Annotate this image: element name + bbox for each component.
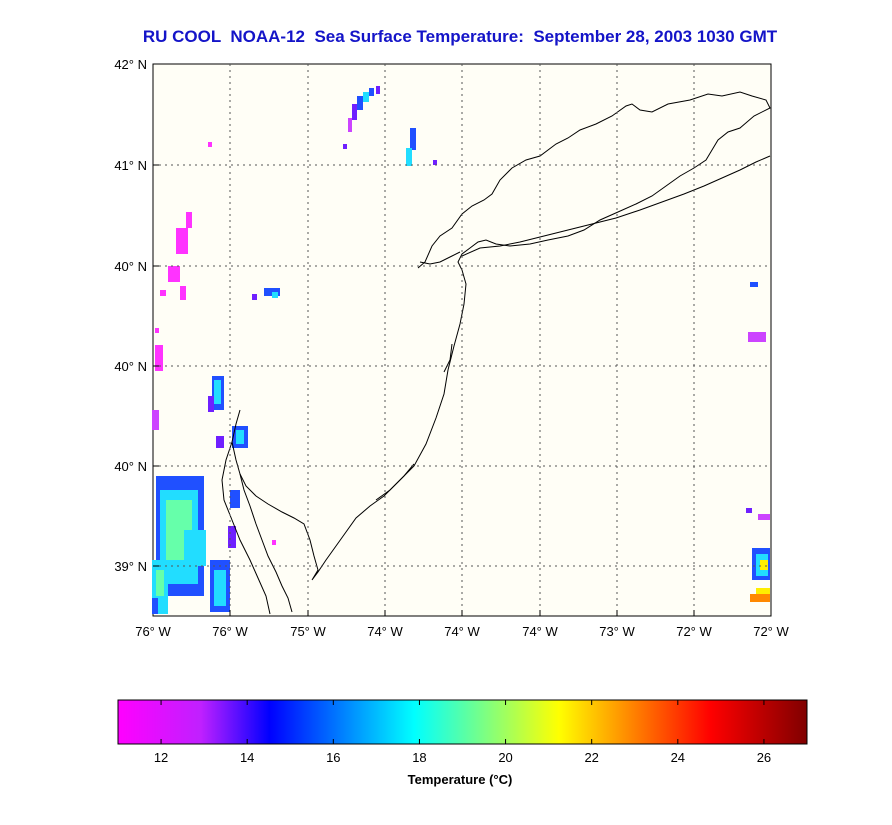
sst-patch bbox=[152, 410, 159, 430]
map-panel: 42° N 41° N 40° N 40° N 40° N 39° N 76° … bbox=[114, 57, 789, 639]
lon-label: 73° W bbox=[599, 624, 635, 639]
sst-patch bbox=[748, 332, 766, 342]
axis-ticks bbox=[153, 63, 695, 616]
lat-label: 40° N bbox=[114, 459, 147, 474]
sst-patch bbox=[406, 148, 412, 166]
sst-patch bbox=[152, 598, 158, 614]
colorbar-label: Temperature (°C) bbox=[408, 772, 513, 787]
sst-patch bbox=[750, 594, 770, 602]
coastline-interior bbox=[375, 251, 461, 501]
sst-patch bbox=[369, 88, 374, 96]
coastline-new-jersey bbox=[231, 91, 771, 581]
sst-patch bbox=[208, 396, 214, 412]
colorbar-gradient bbox=[117, 699, 808, 745]
sst-patch bbox=[343, 144, 347, 149]
colorbar-tick-label: 24 bbox=[671, 750, 685, 765]
sst-patch bbox=[348, 118, 352, 132]
lat-label: 41° N bbox=[114, 158, 147, 173]
sst-patches bbox=[152, 86, 770, 614]
sst-patch bbox=[216, 436, 224, 448]
lat-label: 42° N bbox=[114, 57, 147, 72]
lon-label: 76° W bbox=[212, 624, 248, 639]
colorbar-tick-label: 16 bbox=[326, 750, 340, 765]
lon-label: 75° W bbox=[290, 624, 326, 639]
sst-patch bbox=[363, 92, 369, 102]
sst-patch bbox=[760, 560, 768, 570]
lon-label: 76° W bbox=[135, 624, 171, 639]
sst-patch bbox=[252, 294, 257, 300]
sst-patch bbox=[168, 266, 180, 282]
sst-patch bbox=[357, 96, 363, 110]
sst-patch bbox=[433, 160, 437, 165]
sst-patch bbox=[272, 292, 278, 298]
sst-patch bbox=[155, 328, 159, 333]
sst-patch bbox=[214, 380, 221, 404]
map-title: RU COOL NOAA-12 Sea Surface Temperature:… bbox=[142, 27, 778, 46]
coastline-delaware-bay bbox=[239, 473, 293, 613]
lon-label: 74° W bbox=[522, 624, 558, 639]
sst-patch bbox=[410, 128, 416, 150]
coastline bbox=[221, 91, 771, 615]
colorbar-tick-label: 22 bbox=[584, 750, 598, 765]
sst-patch bbox=[176, 228, 188, 254]
colorbar-ticks: 12 14 16 18 20 22 24 26 bbox=[154, 700, 771, 765]
lon-label: 72° W bbox=[676, 624, 712, 639]
colorbar-tick-label: 18 bbox=[412, 750, 426, 765]
sst-patch bbox=[155, 345, 163, 371]
sst-patch bbox=[214, 570, 226, 606]
coastline-long-island bbox=[461, 155, 771, 257]
sst-patch bbox=[352, 104, 357, 120]
sst-patch bbox=[236, 430, 244, 444]
sst-patch bbox=[180, 286, 186, 300]
sst-patch bbox=[750, 282, 758, 287]
sst-patch bbox=[746, 508, 752, 513]
sst-patch bbox=[756, 588, 770, 598]
colorbar-tick-label: 20 bbox=[498, 750, 512, 765]
lon-label: 74° W bbox=[444, 624, 480, 639]
sst-patch bbox=[184, 530, 206, 566]
sst-patch bbox=[758, 514, 770, 520]
colorbar-tick-label: 26 bbox=[757, 750, 771, 765]
lat-label: 40° N bbox=[114, 259, 147, 274]
sst-patch bbox=[376, 86, 380, 94]
sst-patch bbox=[208, 142, 212, 147]
colorbar-tick-label: 14 bbox=[240, 750, 254, 765]
lon-label: 72° W bbox=[753, 624, 789, 639]
sst-patch bbox=[228, 526, 236, 548]
sst-patch bbox=[230, 490, 240, 508]
lon-label: 74° W bbox=[367, 624, 403, 639]
colorbar-tick-label: 12 bbox=[154, 750, 168, 765]
sst-patch bbox=[272, 540, 276, 545]
lat-label: 39° N bbox=[114, 559, 147, 574]
lat-label: 40° N bbox=[114, 359, 147, 374]
sst-patch bbox=[156, 570, 164, 596]
sst-patch bbox=[186, 212, 192, 228]
graticule bbox=[153, 64, 771, 616]
coastline-delmarva bbox=[221, 441, 271, 615]
sst-patch bbox=[160, 290, 166, 296]
